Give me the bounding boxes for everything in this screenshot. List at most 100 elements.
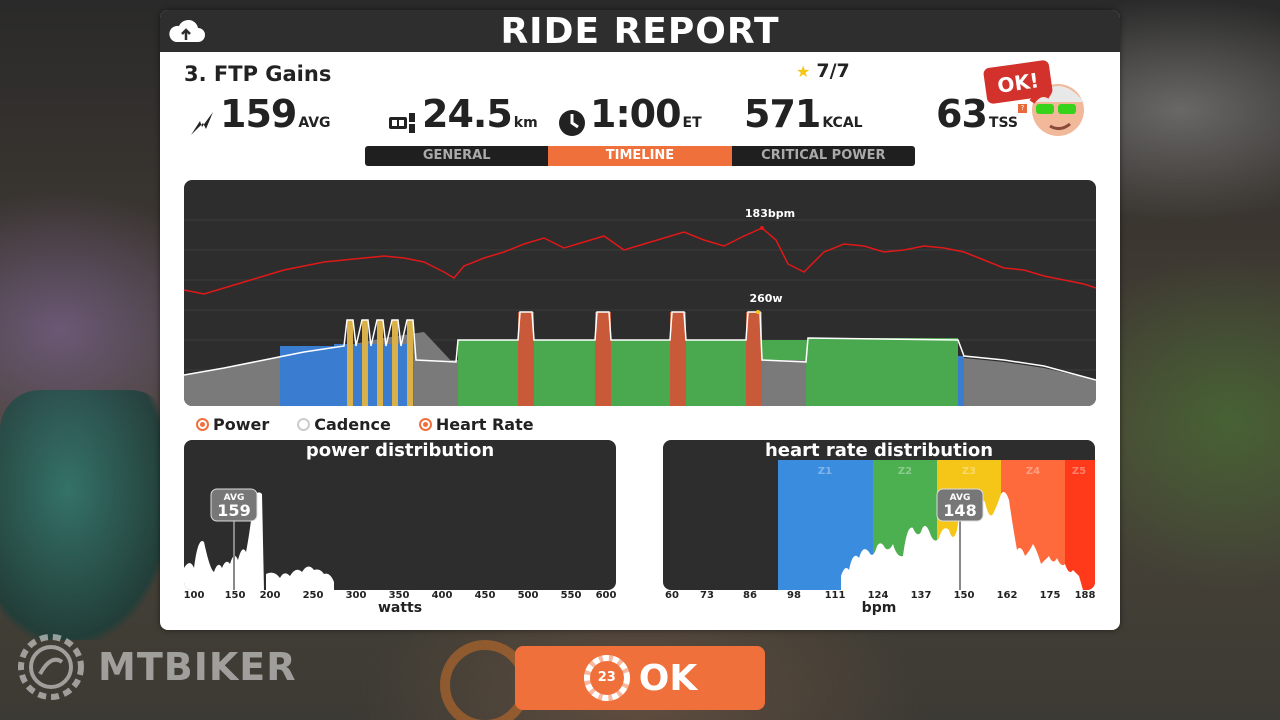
tick: 400 <box>431 590 453 601</box>
avatar-bubble-text: OK! <box>996 68 1041 98</box>
legend-cadence[interactable]: Cadence <box>297 415 391 434</box>
distance-value: 24.5 <box>422 92 513 136</box>
overunder-interval <box>518 312 534 406</box>
avatar: OK! <box>983 60 1084 136</box>
power-bolt-icon <box>191 111 213 135</box>
background-rider <box>0 390 170 640</box>
hr-avg-label: AVG <box>950 493 971 503</box>
watermark: MTBIKER <box>14 630 297 704</box>
radio-power-icon <box>196 418 209 431</box>
zone1-label: Z1 <box>818 466 832 477</box>
tick: 350 <box>388 590 410 601</box>
heart-rate-line <box>184 227 1096 295</box>
power-distribution-title: power distribution <box>305 440 495 461</box>
star-icon: ★ <box>796 62 811 81</box>
time-value: 1:00 <box>590 92 682 136</box>
overunder-interval <box>670 312 686 406</box>
legend-power-label: Power <box>213 415 270 434</box>
stat-calories: 571 KCAL <box>744 92 863 136</box>
hr-peak-label: 183bpm <box>745 207 795 220</box>
tick: 175 <box>1039 590 1061 601</box>
calories-value: 571 <box>744 92 821 136</box>
warmup-block-2 <box>334 344 414 406</box>
tick: 450 <box>474 590 496 601</box>
timeline-svg: 183bpm 260w <box>184 207 1096 406</box>
spin-up-interval <box>392 320 398 406</box>
power-axis-label: watts <box>377 600 423 616</box>
tick: 60 <box>665 590 679 601</box>
power-peak-label: 260w <box>749 292 782 305</box>
stat-distance: 24.5 km <box>388 92 538 136</box>
tab-critical-power[interactable]: CRITICAL POWER <box>761 148 886 163</box>
gear-logo-icon <box>18 634 84 700</box>
zone5-band <box>1065 460 1095 590</box>
watermark-text: MTBIKER <box>98 645 297 689</box>
time-unit: ET <box>682 115 702 131</box>
workout-name: 3. FTP Gains <box>184 62 332 86</box>
tick: 500 <box>517 590 539 601</box>
spin-up-interval <box>377 320 383 406</box>
tick: 600 <box>595 590 617 601</box>
calories-unit: KCAL <box>822 115 863 131</box>
tick: 200 <box>259 590 281 601</box>
page-title: RIDE REPORT <box>500 11 780 52</box>
stars-completed: ★ 7/7 <box>796 60 850 82</box>
power-avg-label: AVG <box>224 493 245 503</box>
tick: 100 <box>183 590 205 601</box>
countdown-ring-icon <box>583 655 630 701</box>
stat-power: 159 AVG <box>188 92 331 136</box>
report-tabs: GENERAL TIMELINE CRITICAL POWER <box>365 146 915 166</box>
hr-distribution-chart: heart rate distribution Z1 Z2 Z3 Z4 Z5 A… <box>663 440 1095 590</box>
countdown-value: 23 <box>597 670 616 685</box>
tick: 150 <box>224 590 246 601</box>
power-histogram: AVG 159 <box>184 488 334 590</box>
distance-unit: km <box>513 115 538 131</box>
legend-heart-rate-label: Heart Rate <box>435 415 534 434</box>
warmup-block <box>280 346 334 406</box>
tick: 86 <box>743 590 757 601</box>
tab-general[interactable]: GENERAL <box>422 148 491 163</box>
overunder-interval <box>746 312 762 406</box>
cloud-upload-icon[interactable] <box>166 18 206 46</box>
ok-button[interactable]: 23 OK <box>515 646 765 710</box>
tick: 137 <box>910 590 932 601</box>
hr-histogram: Z1 Z2 Z3 Z4 Z5 AVG 148 <box>778 460 1095 590</box>
power-value: 159 <box>220 92 297 136</box>
tick: 300 <box>345 590 367 601</box>
tab-timeline[interactable]: TIMELINE <box>548 146 732 166</box>
clock-icon <box>559 109 585 136</box>
tick: 162 <box>996 590 1018 601</box>
tick: 111 <box>824 590 846 601</box>
stat-tss: 63 TSS? <box>936 92 1027 136</box>
tick: 550 <box>560 590 582 601</box>
tick: 73 <box>700 590 714 601</box>
chart-legend: Power Cadence Heart Rate <box>196 415 534 434</box>
zone4-label: Z4 <box>1026 466 1040 477</box>
spin-up-interval <box>362 320 368 406</box>
ride-report-panel: RIDE REPORT 3. FTP Gains ★ 7/7 159 AVG 24.… <box>160 10 1120 630</box>
timeline-chart: 183bpm 260w <box>184 180 1096 406</box>
legend-power[interactable]: Power <box>196 415 269 434</box>
tick: 124 <box>867 590 889 601</box>
hr-avg-value: 148 <box>943 501 976 520</box>
power-axis-ticks: 100 150 200 250 300 350 400 450 500 550 … <box>183 590 617 604</box>
ok-button-label: OK <box>638 657 698 699</box>
radio-heart-rate-icon <box>418 418 432 431</box>
countdown-badge: 23 <box>583 654 631 702</box>
power-unit: AVG <box>298 115 331 131</box>
radio-cadence-icon <box>297 418 311 431</box>
tss-help-icon[interactable]: ? <box>1017 104 1027 113</box>
cooldown-area <box>964 358 1096 406</box>
stars-value: 7/7 <box>816 60 850 82</box>
odometer-icon <box>389 112 415 133</box>
legend-heart-rate[interactable]: Heart Rate <box>418 415 534 434</box>
tick: 250 <box>302 590 324 601</box>
hr-axis-label: bpm <box>861 600 897 616</box>
spin-up-interval <box>347 320 353 406</box>
power-avg-value: 159 <box>217 501 250 520</box>
tss-value: 63 <box>936 92 988 136</box>
power-distribution-chart: power distribution AVG 159 <box>184 440 616 590</box>
tick: 98 <box>787 590 801 601</box>
tick: 150 <box>953 590 975 601</box>
tss-unit: TSS <box>988 115 1018 131</box>
